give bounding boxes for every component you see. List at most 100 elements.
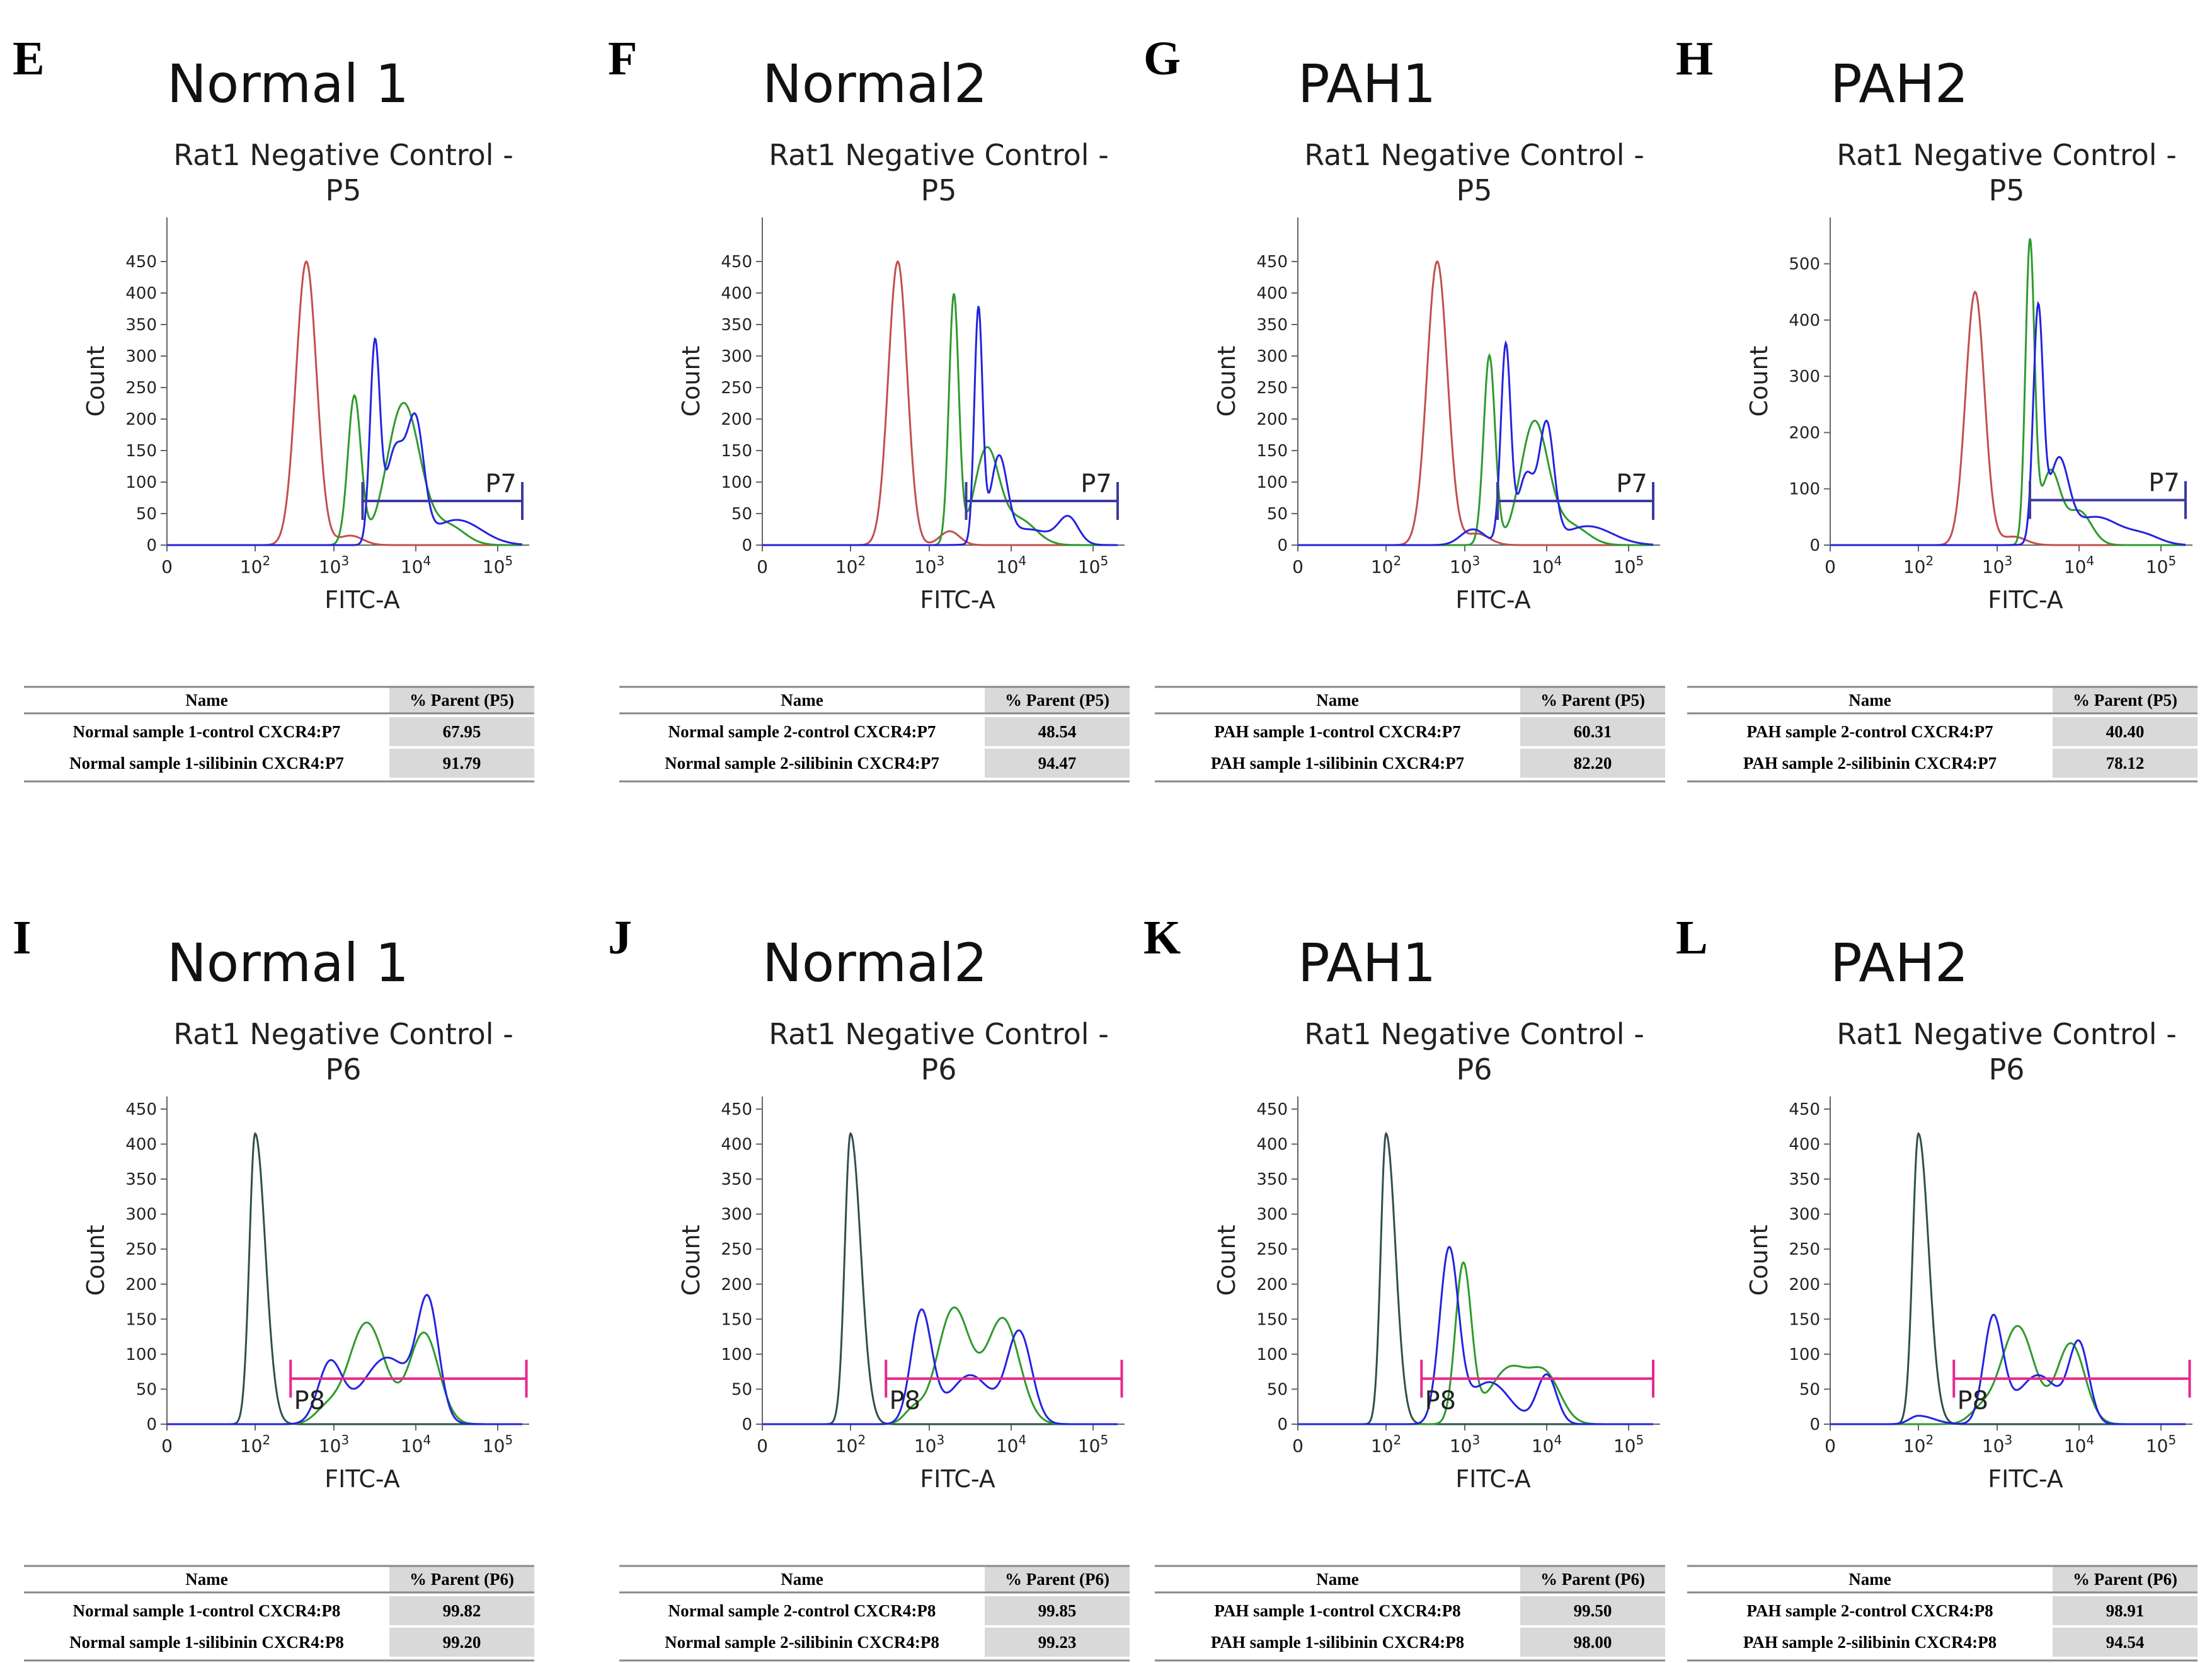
table-row: Normal sample 1-control CXCR4:P8 99.82 (73, 1601, 481, 1620)
x-tick-label: 102 (1903, 553, 1934, 577)
y-axis-label: Count (1745, 346, 1773, 417)
table-header-cell-bg (389, 1566, 534, 1592)
stats-table: Name % Parent (P6) PAH sample 1-control CX… (1155, 1565, 1665, 1662)
x-tick-base: 10 (996, 556, 1019, 577)
table-row: PAH sample 2-control CXCR4:P8 98.91 (1746, 1601, 2144, 1620)
plot-subtitle-gate: P5 (920, 173, 956, 207)
y-axis-label: Count (1213, 1225, 1241, 1296)
x-tick-label: 104 (1532, 553, 1562, 577)
table-cell-name: Normal sample 1-silibinin CXCR4:P7 (69, 754, 344, 773)
y-tick-label: 50 (1267, 1380, 1288, 1399)
y-tick-label: 250 (1256, 379, 1288, 398)
x-axis-label: FITC-A (920, 586, 995, 614)
y-tick-label: 0 (146, 536, 157, 555)
panel-letter: H (1676, 32, 1713, 85)
gate-label: P7 (1616, 469, 1648, 498)
x-tick-exponent: 3 (2004, 553, 2012, 568)
table-cell-name: PAH sample 2-silibinin CXCR4:P7 (1743, 754, 1997, 773)
y-tick-label: 250 (1256, 1240, 1288, 1259)
x-tick-base: 10 (1450, 1436, 1472, 1456)
table-header-parent: % Parent (P6) (1540, 1570, 1645, 1589)
x-tick-base: 10 (1532, 1436, 1554, 1456)
y-tick-label: 450 (721, 253, 752, 272)
x-tick-label: 0 (1825, 556, 1836, 577)
y-tick-label: 400 (1256, 1136, 1288, 1154)
y-tick-label: 0 (146, 1415, 157, 1434)
table-cell-name: PAH sample 1-control CXCR4:P7 (1214, 722, 1460, 741)
table-value-bg (985, 1596, 1130, 1625)
table-row: Normal sample 2-control CXCR4:P8 99.85 (668, 1601, 1077, 1620)
y-tick-label: 200 (125, 1275, 157, 1294)
y-tick-label: 150 (1256, 442, 1288, 461)
table-cell-name: Normal sample 1-silibinin CXCR4:P8 (69, 1633, 344, 1652)
x-tick-exponent: 5 (1100, 553, 1108, 568)
y-tick-label: 100 (125, 473, 157, 492)
x-tick-label: 105 (483, 1432, 513, 1456)
x-axis-label: FITC-A (324, 1465, 399, 1493)
x-tick-base: 10 (2146, 556, 2169, 577)
x-tick-base: 10 (914, 1436, 937, 1456)
x-tick-base: 10 (914, 556, 937, 577)
x-tick-base: 10 (1613, 1436, 1636, 1456)
panel-title: PAH2 (1830, 53, 1968, 115)
panel-letter: E (13, 32, 45, 85)
x-tick-label: 104 (996, 1432, 1026, 1456)
x-tick-base: 0 (1825, 1436, 1836, 1456)
table-header-name: Name (185, 1570, 227, 1589)
histogram-silibinin (1830, 301, 2186, 546)
table-header-parent: % Parent (P6) (410, 1570, 514, 1589)
panel-letter: L (1676, 911, 1708, 964)
x-tick-label: 105 (2146, 553, 2176, 577)
y-tick-label: 50 (136, 1380, 157, 1399)
table-value-bg (1520, 1596, 1665, 1625)
table-header-cell-bg (985, 687, 1130, 713)
panel-title: Normal 1 (167, 932, 409, 994)
table-cell-value: 94.47 (1038, 754, 1077, 773)
y-tick-label: 100 (1789, 480, 1820, 499)
table-header-parent: % Parent (P5) (2073, 691, 2177, 710)
x-tick-label: 104 (401, 553, 431, 577)
x-tick-exponent: 4 (2086, 1432, 2094, 1447)
table-header-cell-bg (1520, 1566, 1665, 1592)
x-tick-label: 102 (1903, 1432, 1934, 1456)
table-value-bg (389, 1628, 534, 1657)
table-header-name: Name (1848, 691, 1891, 710)
table-row: PAH sample 1-silibinin CXCR4:P7 82.20 (1211, 754, 1612, 773)
x-tick-exponent: 4 (423, 1432, 431, 1447)
y-axis-label: Count (677, 346, 705, 417)
x-tick-label: 102 (835, 553, 866, 577)
x-tick-exponent: 2 (262, 553, 270, 568)
x-tick-exponent: 5 (2168, 1432, 2176, 1447)
y-tick-label: 200 (125, 410, 157, 429)
y-tick-label: 200 (1256, 410, 1288, 429)
y-tick-label: 450 (1789, 1100, 1820, 1119)
x-tick-exponent: 4 (1018, 553, 1026, 568)
y-tick-label: 350 (125, 1170, 157, 1189)
y-tick-label: 150 (125, 442, 157, 461)
table-value-bg (1520, 717, 1665, 746)
histogram-silibinin (762, 306, 1118, 546)
table-cell-value: 99.82 (443, 1601, 481, 1620)
y-tick-label: 250 (1789, 1240, 1820, 1259)
x-tick-label: 105 (483, 553, 513, 577)
plot-subtitle: Rat1 Negative Control - (173, 1017, 513, 1051)
histogram-silibinin (167, 1294, 522, 1425)
y-tick-label: 250 (721, 379, 752, 398)
gate-label: P7 (485, 469, 517, 498)
y-tick-label: 450 (1256, 1100, 1288, 1119)
x-tick-label: 102 (1371, 1432, 1401, 1456)
x-tick-base: 10 (1532, 556, 1554, 577)
y-tick-label: 0 (1277, 536, 1288, 555)
x-tick-label: 0 (1825, 1436, 1836, 1456)
plot-subtitle-gate: P5 (325, 173, 361, 207)
x-tick-base: 10 (1450, 556, 1472, 577)
y-tick-label: 50 (1799, 1380, 1820, 1399)
panel-title: PAH1 (1298, 53, 1436, 115)
panel-title: Normal2 (762, 932, 987, 994)
panel-letter: I (13, 911, 32, 964)
y-tick-label: 450 (1256, 253, 1288, 272)
table-value-bg (985, 749, 1130, 778)
table-cell-name: Normal sample 1-control CXCR4:P7 (73, 722, 341, 741)
x-tick-label: 103 (914, 1432, 944, 1456)
